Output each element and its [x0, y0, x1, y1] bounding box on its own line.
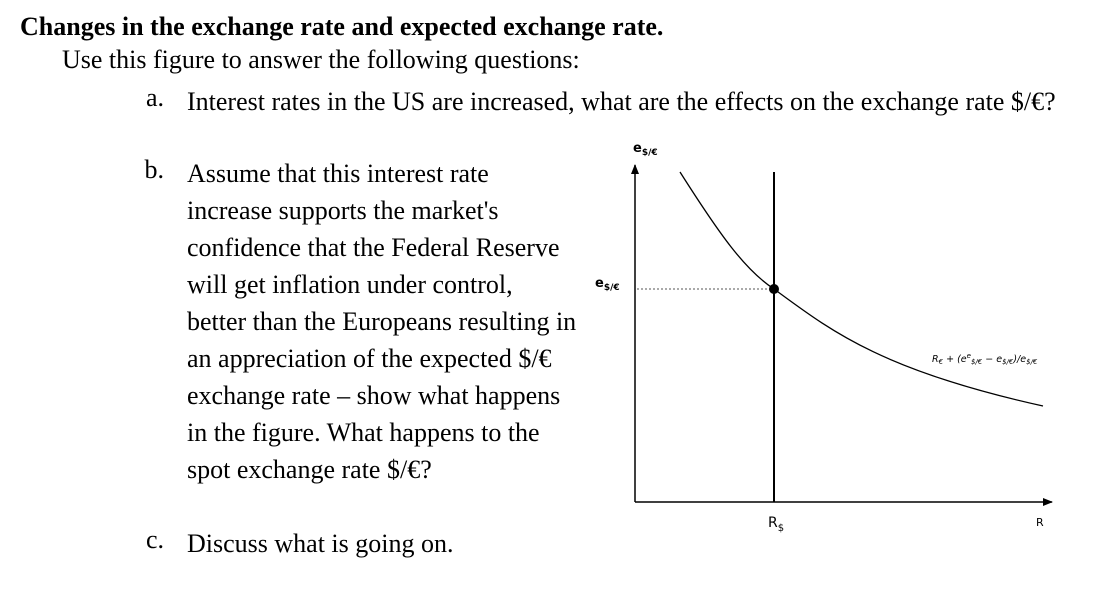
- question-c-text: Discuss what is going on.: [187, 529, 454, 558]
- question-b-text: Assume that this interest rate increase …: [187, 159, 577, 484]
- page-title: Changes in the exchange rate and expecte…: [20, 12, 664, 41]
- x-equilibrium-label: R$: [768, 515, 784, 534]
- question-a-text: Interest rates in the US are increased, …: [187, 87, 1056, 116]
- question-c-marker: c.: [145, 525, 164, 554]
- question-a-marker: a.: [145, 83, 164, 112]
- y-equilibrium-label: e$/€: [595, 276, 620, 293]
- euro-expected-return-curve: [679, 171, 1044, 407]
- question-b-marker: b.: [144, 155, 165, 184]
- intro-text: Use this figure to answer the following …: [62, 45, 580, 74]
- x-axis-label: R: [1036, 516, 1044, 529]
- equilibrium-point: [769, 284, 779, 294]
- y-axis-label: e$/€: [633, 141, 658, 158]
- curve-label: R€ + (ee$/€ − e$/€)/e$/€: [932, 352, 1038, 366]
